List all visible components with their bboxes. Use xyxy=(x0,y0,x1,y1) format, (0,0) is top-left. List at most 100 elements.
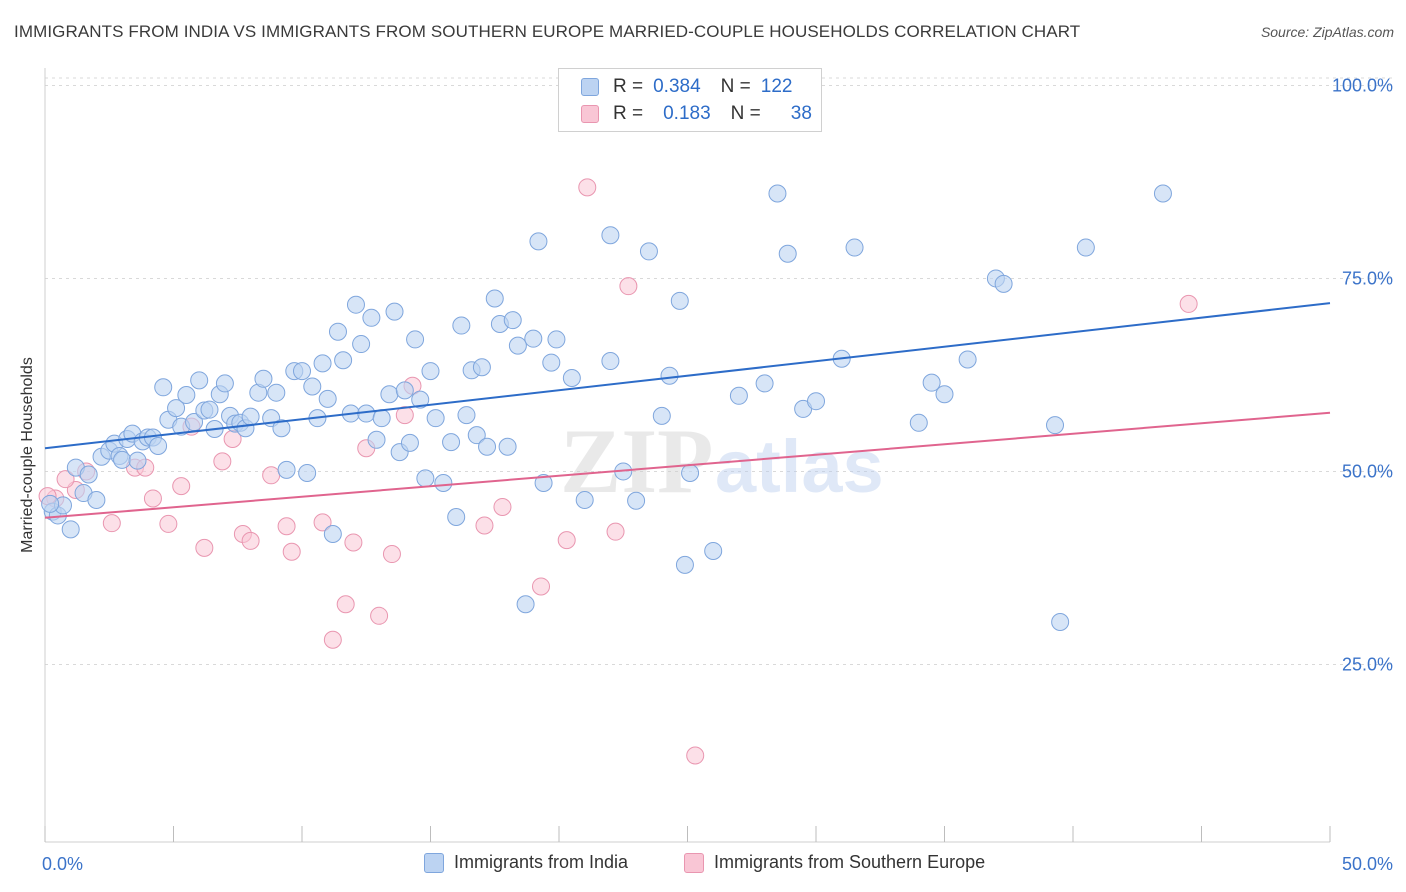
india-point xyxy=(215,374,234,393)
india-point xyxy=(729,386,748,405)
india-point xyxy=(372,409,391,428)
india-point xyxy=(277,460,296,479)
y-tick-label: 75.0% xyxy=(1342,268,1393,288)
india-point xyxy=(575,491,594,510)
india-trend-line xyxy=(44,302,1331,450)
legend-label-southern-europe: Immigrants from Southern Europe xyxy=(714,852,986,872)
india-point xyxy=(467,426,486,445)
india-point xyxy=(675,555,694,574)
india-point xyxy=(61,520,80,539)
southern-europe-point xyxy=(213,452,232,471)
southern-europe-point xyxy=(172,477,191,496)
southern-europe-point xyxy=(282,542,301,561)
india-point xyxy=(241,407,260,426)
series-legend: Immigrants from India Immigrants from So… xyxy=(0,852,1406,878)
southern-europe-point xyxy=(336,595,355,614)
southern-europe-point xyxy=(557,531,576,550)
legend-r-value-southern-europe: 0.183 xyxy=(663,103,711,124)
india-point xyxy=(485,289,504,308)
legend-swatch-india xyxy=(424,852,444,873)
legend-r-label: R = xyxy=(613,103,644,124)
legend-item-india: Immigrants from India xyxy=(424,852,628,873)
india-point xyxy=(167,399,186,418)
southern-europe-point xyxy=(532,577,551,596)
watermark-atlas: atlas xyxy=(715,425,884,508)
india-point xyxy=(421,362,440,381)
india-point xyxy=(79,465,98,484)
india-point xyxy=(639,242,658,261)
india-point xyxy=(385,302,404,321)
india-point xyxy=(411,390,430,409)
india-point xyxy=(154,378,173,397)
y-tick-label: 50.0% xyxy=(1342,461,1393,481)
legend-swatch-southern-europe xyxy=(581,105,599,123)
india-point xyxy=(328,322,347,341)
southern-europe-point xyxy=(277,517,296,536)
india-point xyxy=(293,362,311,381)
india-point xyxy=(200,400,219,419)
series-india-points xyxy=(41,184,1172,631)
india-point xyxy=(909,413,928,432)
trend-lines xyxy=(44,302,1331,519)
southern-europe-point xyxy=(262,466,281,485)
india-point xyxy=(755,374,774,393)
india-point xyxy=(323,524,342,543)
watermark: ZIP atlas xyxy=(560,410,884,512)
southern-europe-point xyxy=(493,497,512,516)
india-point xyxy=(41,494,60,513)
india-point xyxy=(426,409,445,428)
y-tick-label: 100.0% xyxy=(1332,75,1393,95)
tick-labels: 100.0% 75.0% 50.0% 25.0% 0.0% 50.0% xyxy=(42,75,1393,874)
correlation-legend: R = 0.384 N = 122 R = 0.183 N = 38 xyxy=(558,68,822,132)
southern-europe-point xyxy=(578,178,597,197)
southern-europe-point xyxy=(159,514,178,533)
legend-row-southern-europe: R = 0.183 N = 38 xyxy=(581,102,812,126)
india-point xyxy=(1076,238,1095,257)
india-point xyxy=(362,308,381,327)
southern-europe-point xyxy=(56,470,75,489)
southern-europe-point xyxy=(686,746,705,765)
india-point xyxy=(334,351,353,370)
india-point xyxy=(508,336,527,355)
india-point xyxy=(1046,416,1065,435)
legend-r-value-india: 0.384 xyxy=(653,76,701,97)
india-point xyxy=(670,291,689,310)
legend-n-value-india: 122 xyxy=(760,76,793,97)
india-point xyxy=(547,330,566,349)
india-point xyxy=(627,491,646,510)
india-point xyxy=(498,437,517,456)
legend-item-southern-europe: Immigrants from Southern Europe xyxy=(684,852,985,873)
india-point xyxy=(994,274,1013,293)
x-tick-label: 50.0% xyxy=(1342,854,1393,874)
india-point xyxy=(447,507,466,526)
india-point xyxy=(190,371,209,390)
india-point xyxy=(922,373,941,392)
india-point xyxy=(845,238,864,257)
india-point xyxy=(149,436,168,455)
india-point xyxy=(503,311,522,330)
axes xyxy=(44,68,1331,843)
india-point xyxy=(807,392,825,411)
india-point xyxy=(303,377,322,396)
india-point xyxy=(380,385,399,404)
legend-swatch-india xyxy=(581,78,599,96)
india-point xyxy=(1051,612,1070,631)
india-point xyxy=(367,430,386,449)
southern-europe-point xyxy=(195,538,214,557)
southern-europe-trend-line xyxy=(44,411,1331,519)
india-point xyxy=(442,433,461,452)
india-point xyxy=(113,450,132,469)
india-point xyxy=(87,491,106,510)
india-point xyxy=(778,244,797,263)
india-point xyxy=(660,366,679,385)
southern-europe-point xyxy=(619,277,638,296)
chart-title: IMMIGRANTS FROM INDIA VS IMMIGRANTS FROM… xyxy=(14,22,1081,41)
southern-europe-point xyxy=(344,533,363,552)
india-point xyxy=(516,595,535,614)
source-credit: Source: ZipAtlas.com xyxy=(1260,24,1394,40)
india-point xyxy=(562,369,581,388)
india-point xyxy=(400,433,419,452)
india-point xyxy=(254,369,273,388)
india-point xyxy=(452,316,471,335)
southern-europe-point xyxy=(382,545,401,564)
